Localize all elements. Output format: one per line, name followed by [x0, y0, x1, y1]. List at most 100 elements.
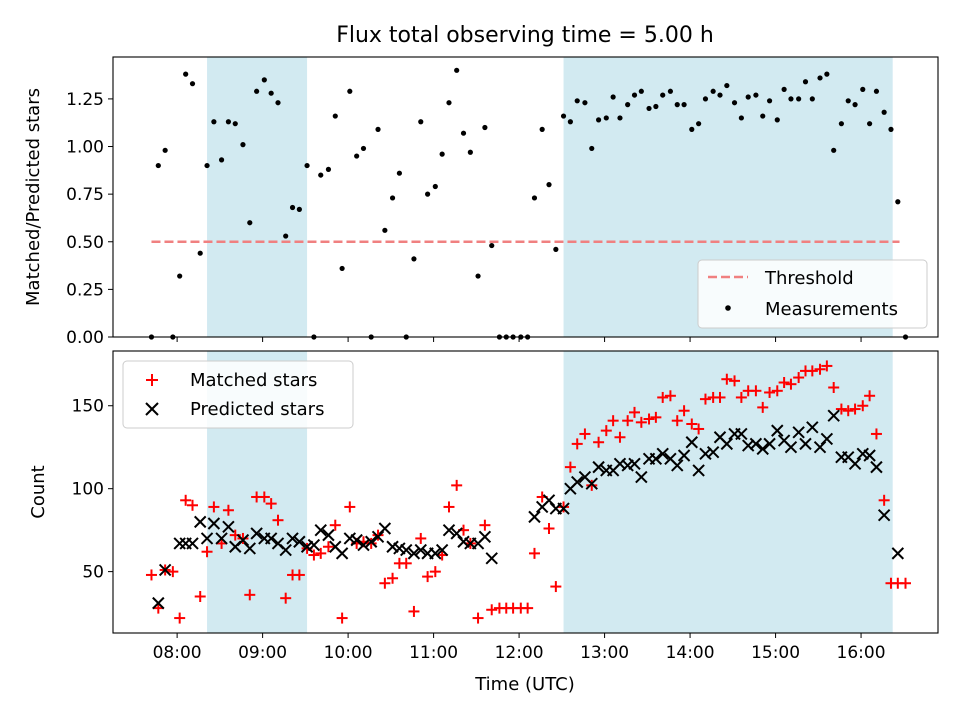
measurement-point: [382, 227, 388, 233]
matched-star-point: [864, 390, 876, 402]
matched-star-point: [764, 386, 776, 398]
matched-star-point: [194, 591, 206, 603]
measurement-point: [589, 145, 595, 152]
measurement-point: [218, 157, 225, 163]
predicted-star-point: [286, 532, 299, 545]
predicted-star-point: [357, 538, 370, 552]
matched-star-point: [329, 519, 341, 531]
predicted-star-point: [485, 552, 498, 565]
ratio-shade-0: [207, 57, 308, 337]
measurement-point: [189, 81, 196, 87]
measurement-point: [781, 86, 787, 92]
ratio-panel: 0.00 0.25 0.50 0.75 1.00 1.25 Matched/Predict…: [23, 56, 939, 348]
measurement-point: [817, 75, 823, 81]
matched-star-point: [793, 372, 805, 384]
predicted-star-point: [314, 523, 327, 537]
x-tick-label: 09:00: [238, 643, 287, 663]
matched-star-point: [322, 541, 334, 553]
count-y-ticks: 50 100 150: [72, 397, 113, 583]
measurement-point: [674, 102, 680, 108]
measurement-point: [396, 170, 402, 176]
x-tick-label: 13:00: [580, 643, 629, 663]
matched-star-point: [635, 416, 647, 428]
ratio-y-tick-label: 0.00: [66, 328, 104, 348]
predicted-star-point: [322, 528, 335, 542]
predicted-star-point: [193, 515, 207, 529]
count-y-tick-label: 100: [72, 480, 104, 500]
predicted-star-point: [200, 532, 214, 545]
predicted-star-point: [635, 470, 648, 484]
measurement-point: [304, 162, 310, 169]
matched-star-point: [806, 365, 818, 377]
matched-star-point: [180, 494, 192, 506]
measurement-point: [717, 92, 723, 98]
matched-star-point: [814, 363, 826, 375]
x-tick-label: 14:00: [666, 643, 715, 663]
matched-star-point: [222, 504, 234, 516]
predicted-star-point: [414, 543, 427, 557]
measurement-point: [753, 92, 759, 98]
matched-star-point: [344, 501, 356, 513]
matched-star-point: [208, 501, 220, 513]
ratio-y-tick-label: 0.75: [66, 185, 104, 205]
matched-star-point: [686, 418, 698, 430]
measurement-point: [595, 117, 602, 123]
matched-star-point: [757, 401, 769, 413]
measurement-point: [332, 113, 338, 119]
measurement-point: [325, 166, 332, 172]
matched-stars-points: [145, 360, 912, 624]
ratio-x-ticks: [176, 337, 862, 342]
predicted-star-point: [207, 517, 221, 530]
count-x-ticks: 08:00 09:00 10:00 11:00 12:00 13:00 14:00 15:00…: [153, 633, 886, 663]
matched-star-point: [778, 377, 790, 389]
matched-star-point: [308, 549, 320, 561]
measurement-point: [603, 115, 609, 121]
matched-star-point: [167, 566, 179, 578]
matched-star-point: [900, 577, 912, 589]
measurement-point: [268, 90, 274, 96]
ratio-legend-box: [697, 259, 928, 329]
predicted-star-point: [435, 543, 449, 557]
predicted-star-point: [763, 437, 776, 451]
matched-star-point: [593, 436, 605, 448]
predicted-star-point: [215, 532, 228, 545]
predicted-star-point: [407, 547, 421, 560]
predicted-star-point: [784, 441, 798, 454]
predicted-star-point: [827, 409, 840, 422]
predicted-star-point: [585, 477, 598, 490]
measurement-point: [283, 233, 289, 239]
ratio-y-ticks: 0.00 0.25 0.50 0.75 1.00 1.25: [66, 90, 113, 348]
predicted-star-point: [692, 464, 705, 477]
predicted-star-point: [307, 538, 321, 552]
ratio-y-axis-label: Matched/Predicted stars: [23, 88, 44, 306]
measurement-point: [667, 88, 674, 94]
predicted-star-point: [264, 532, 278, 545]
matched-star-point: [870, 428, 882, 440]
matched-star-point: [187, 499, 199, 511]
matched-star-point: [828, 381, 840, 393]
matched-star-point: [258, 491, 270, 503]
predicted-star-point: [571, 475, 584, 489]
measurement-point: [610, 94, 616, 100]
predicted-star-point: [792, 426, 805, 439]
measurement-point: [638, 88, 644, 94]
matched-star-point: [315, 547, 327, 559]
matched-star-point: [280, 592, 292, 604]
matched-legend-label: Matched stars: [190, 370, 317, 391]
measurement-point: [539, 126, 545, 132]
matched-star-point: [293, 569, 305, 581]
ratio-y-tick-label: 1.25: [66, 90, 104, 110]
matched-star-point: [558, 501, 570, 513]
predicted-star-point: [877, 509, 891, 522]
matched-star-point: [443, 501, 455, 513]
matched-star-point: [479, 519, 491, 531]
count-panel: 50 100 150 08:00 09:00 10:00 11:00 12:00 13:00 1…: [28, 350, 939, 695]
measurement-point: [646, 105, 652, 112]
measurement-point: [553, 246, 559, 252]
matched-star-point: [821, 360, 833, 372]
predicted-star-point: [158, 563, 172, 577]
measurement-point: [467, 149, 473, 155]
measurement-point: [681, 102, 687, 108]
